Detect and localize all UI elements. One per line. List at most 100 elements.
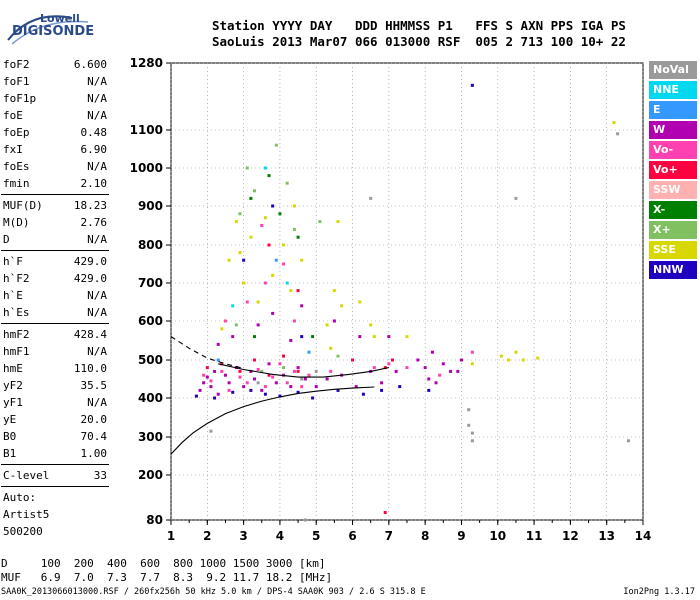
param-row: yF1 N/A: [1, 394, 109, 411]
legend-item-vo: Vo+: [649, 161, 697, 179]
param-row: foF1 N/A: [1, 73, 109, 90]
param-name: h`F: [3, 255, 23, 268]
data-point: [202, 373, 206, 377]
data-point: [198, 388, 202, 392]
param-separator: [1, 486, 109, 487]
param-name: hmF2: [3, 328, 30, 341]
legend-item-w: W: [649, 121, 697, 139]
plot-area: [170, 62, 644, 521]
data-point: [296, 369, 300, 373]
data-point: [405, 366, 409, 370]
data-point: [289, 385, 293, 389]
param-name: foEs: [3, 160, 30, 173]
param-row: D N/A: [1, 231, 109, 248]
data-point: [369, 323, 373, 327]
data-point: [296, 289, 300, 293]
param-row: yF2 35.5: [1, 377, 109, 394]
data-point: [202, 381, 206, 385]
data-point: [209, 379, 213, 383]
data-point: [292, 204, 296, 208]
data-point: [267, 362, 271, 366]
data-point: [380, 388, 384, 392]
data-point: [423, 366, 427, 370]
param-name: MUF(D): [3, 199, 43, 212]
legend: NoVal NNE E W Vo- Vo+ SSW X- X+ SSE NNW: [649, 61, 697, 281]
data-point: [470, 83, 474, 87]
data-point: [470, 350, 474, 354]
param-row: M(D) 2.76: [1, 214, 109, 231]
param-row: foE N/A: [1, 107, 109, 124]
param-name: foF2: [3, 58, 30, 71]
param-name: foF1: [3, 75, 30, 88]
param-value: N/A: [87, 233, 107, 246]
x-tick-label: 12: [562, 529, 579, 543]
data-point: [238, 212, 242, 216]
data-point: [263, 392, 267, 396]
distance-row: D 100 200 400 600 800 1000 1500 3000 [km…: [1, 557, 326, 570]
x-tick-label: 7: [385, 529, 393, 543]
data-point: [358, 300, 362, 304]
data-point: [253, 377, 257, 381]
data-point: [390, 358, 394, 362]
x-tick-label: 1: [167, 529, 175, 543]
data-point: [213, 396, 217, 400]
data-point: [227, 258, 231, 262]
muf-table: D 100 200 400 600 800 1000 1500 3000 [km…: [1, 557, 332, 585]
param-value: 2.76: [80, 216, 108, 229]
data-point: [329, 346, 333, 350]
data-point: [263, 166, 267, 170]
data-point: [318, 220, 322, 224]
data-point: [303, 518, 307, 522]
param-row: foF2 6.600: [1, 56, 109, 73]
data-point: [194, 394, 198, 398]
data-point: [289, 289, 293, 293]
data-point: [205, 375, 209, 379]
data-point: [238, 369, 242, 373]
param-value: N/A: [87, 345, 107, 358]
x-tick-label: 3: [239, 529, 247, 543]
data-point: [205, 366, 209, 370]
data-point: [253, 335, 257, 339]
data-point: [300, 304, 304, 308]
param-name: hmF1: [3, 345, 30, 358]
x-tick-label: 8: [421, 529, 429, 543]
y-tick-label: 700: [138, 276, 163, 290]
data-point: [271, 273, 275, 277]
data-point: [227, 388, 231, 392]
data-point: [253, 358, 257, 362]
data-point: [626, 439, 630, 443]
data-point: [398, 385, 402, 389]
param-name: M(D): [3, 216, 30, 229]
data-point: [380, 381, 384, 385]
data-point: [470, 439, 474, 443]
param-value: 429.0: [73, 272, 107, 285]
param-row: foEs N/A: [1, 158, 109, 175]
data-point: [300, 377, 304, 381]
y-tick-label: 500: [138, 353, 163, 367]
data-point: [311, 335, 315, 339]
param-name: foEp: [3, 126, 30, 139]
data-point: [336, 388, 340, 392]
param-row: hmF1 N/A: [1, 343, 109, 360]
data-point: [274, 143, 278, 147]
data-point: [329, 369, 333, 373]
param-row: C-level 33: [1, 467, 109, 484]
data-point: [507, 358, 511, 362]
y-tick-label: 300: [138, 430, 163, 444]
legend-item-ssw: SSW: [649, 181, 697, 199]
param-row: h`E N/A: [1, 287, 109, 304]
data-point: [256, 381, 260, 385]
data-point: [234, 220, 238, 224]
param-name: C-level: [3, 469, 50, 482]
data-point: [271, 311, 275, 315]
logo-line2: DIGISONDE: [12, 24, 95, 39]
param-value: N/A: [87, 109, 107, 122]
param-row: fxI 6.90: [1, 141, 109, 158]
param-row: MUF(D) 18.23: [1, 197, 109, 214]
data-point: [372, 366, 376, 370]
station-header: Station YYYY DAY DDD HHMMSS P1 FFS S AXN…: [212, 18, 626, 50]
data-point: [285, 381, 289, 385]
param-separator: [1, 323, 109, 324]
param-name: hmE: [3, 362, 23, 375]
